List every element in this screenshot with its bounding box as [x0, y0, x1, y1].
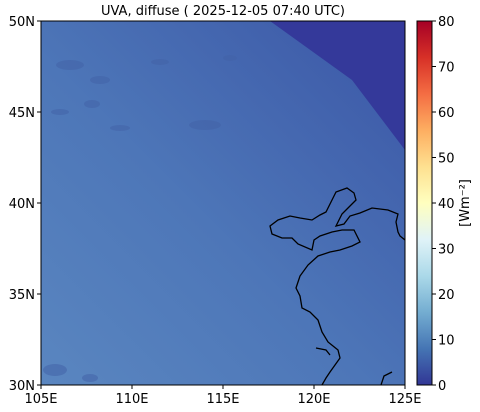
y-axis-ticks: 30N 35N 40N 45N 50N: [9, 15, 41, 394]
x-tick-label: 115E: [206, 392, 239, 407]
colorbar-tick-label: 40: [438, 197, 455, 212]
map-panel: [41, 21, 405, 385]
colorbar: 0 10 20 30 40 50 60 70 80 [Wm⁻²]: [416, 15, 473, 394]
map-title: UVA, diffuse ( 2025-12-05 07:40 UTC): [101, 4, 345, 19]
x-tick-label: 110E: [115, 392, 148, 407]
y-tick-label: 30N: [9, 379, 35, 394]
x-tick-label: 120E: [297, 392, 330, 407]
colorbar-tick-label: 0: [438, 379, 446, 394]
colorbar-ticks: 0 10 20 30 40 50 60 70 80: [432, 15, 455, 394]
colorbar-tick-label: 80: [438, 15, 455, 30]
night-region: [270, 21, 405, 150]
cloud-speckles: [43, 55, 237, 382]
colorbar-tick-label: 70: [438, 61, 455, 76]
x-tick-label: 105E: [24, 392, 57, 407]
peninsula-coast: [380, 371, 393, 385]
colorbar-tick-label: 10: [438, 334, 455, 349]
x-tick-label: 125E: [388, 392, 421, 407]
colorbar-tick-label: 30: [438, 243, 455, 258]
x-axis-ticks: 105E 110E 115E 120E 125E: [24, 385, 422, 407]
y-tick-label: 40N: [9, 197, 35, 212]
colorbar-bar: [417, 21, 432, 385]
y-tick-label: 35N: [9, 288, 35, 303]
colorbar-tick-label: 20: [438, 288, 455, 303]
y-tick-label: 45N: [9, 106, 35, 121]
island-coast: [315, 347, 331, 356]
y-tick-label: 50N: [9, 15, 35, 30]
colorbar-tick-label: 60: [438, 106, 455, 121]
coastline: [269, 187, 405, 385]
colorbar-label: [Wm⁻²]: [458, 179, 473, 227]
colorbar-tick-label: 50: [438, 152, 455, 167]
